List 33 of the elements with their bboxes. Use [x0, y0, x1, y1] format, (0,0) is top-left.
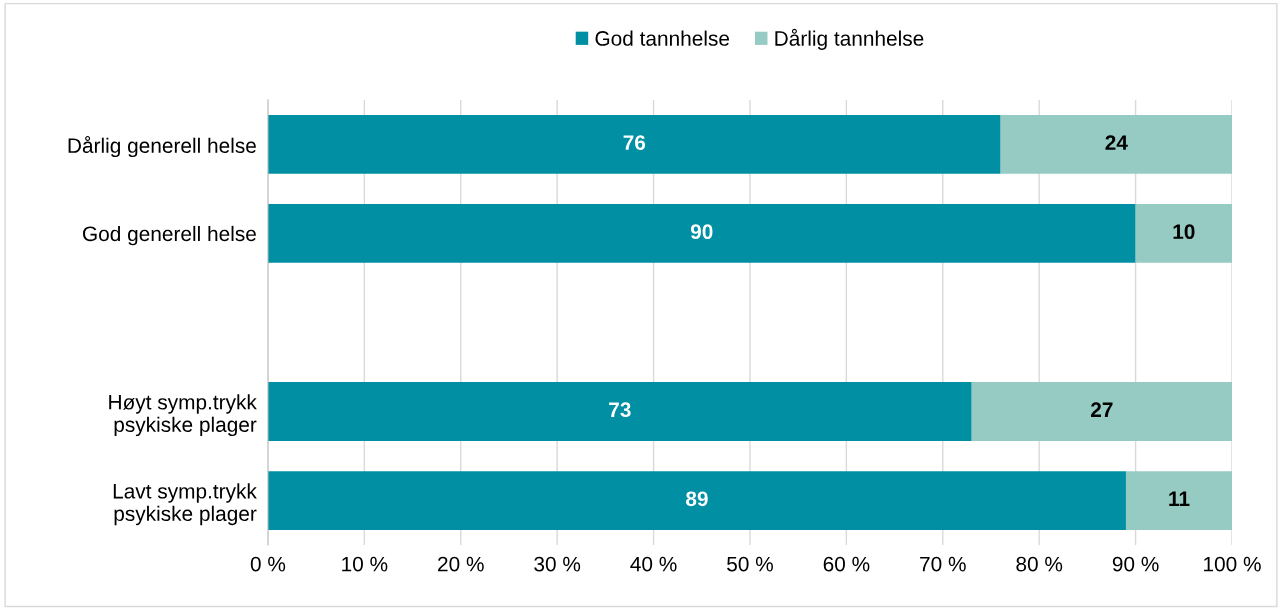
bar	[267, 115, 1001, 174]
legend-label: God tannhelse	[595, 30, 730, 46]
data-label: 11	[1169, 491, 1190, 506]
bar	[1125, 471, 1232, 530]
y-tick-label: Høyt symp.trykk psykiske plager	[109, 394, 257, 437]
x-tick-label: 30 %	[534, 556, 581, 572]
y-tick-label: Dårlig generell helse	[68, 136, 256, 158]
x-tick-label: 40 %	[630, 556, 677, 572]
x-tick-label: 80 %	[1016, 556, 1063, 572]
data-label: 73	[609, 402, 631, 418]
bar	[971, 382, 1232, 441]
data-label: 76	[623, 135, 646, 150]
data-label: 90	[690, 224, 713, 240]
bar	[267, 204, 1136, 263]
bar	[267, 382, 972, 441]
data-label: 27	[1090, 402, 1113, 417]
x-tick-label: 50 %	[727, 556, 773, 572]
x-tick-label: 60 %	[823, 556, 870, 572]
x-tick-label: 10 %	[342, 556, 388, 572]
data-label: 10	[1173, 224, 1195, 240]
data-label: 24	[1105, 135, 1128, 150]
x-tick-label: 70 %	[920, 556, 966, 572]
x-tick-label: 20 %	[438, 556, 484, 572]
legend-label: Dårlig tannhelse	[775, 28, 924, 50]
y-tick-label: Lavt symp.trykk psykiske plager	[113, 483, 257, 526]
bar	[267, 471, 1126, 530]
x-tick-label: 90 %	[1112, 556, 1159, 572]
data-label: 89	[686, 491, 708, 507]
y-tick-label: God generell helse	[83, 225, 256, 246]
bar	[1000, 115, 1232, 174]
x-tick-label: 100 %	[1204, 556, 1261, 572]
bar	[1135, 204, 1232, 263]
x-tick-label: 0 %	[250, 556, 286, 572]
